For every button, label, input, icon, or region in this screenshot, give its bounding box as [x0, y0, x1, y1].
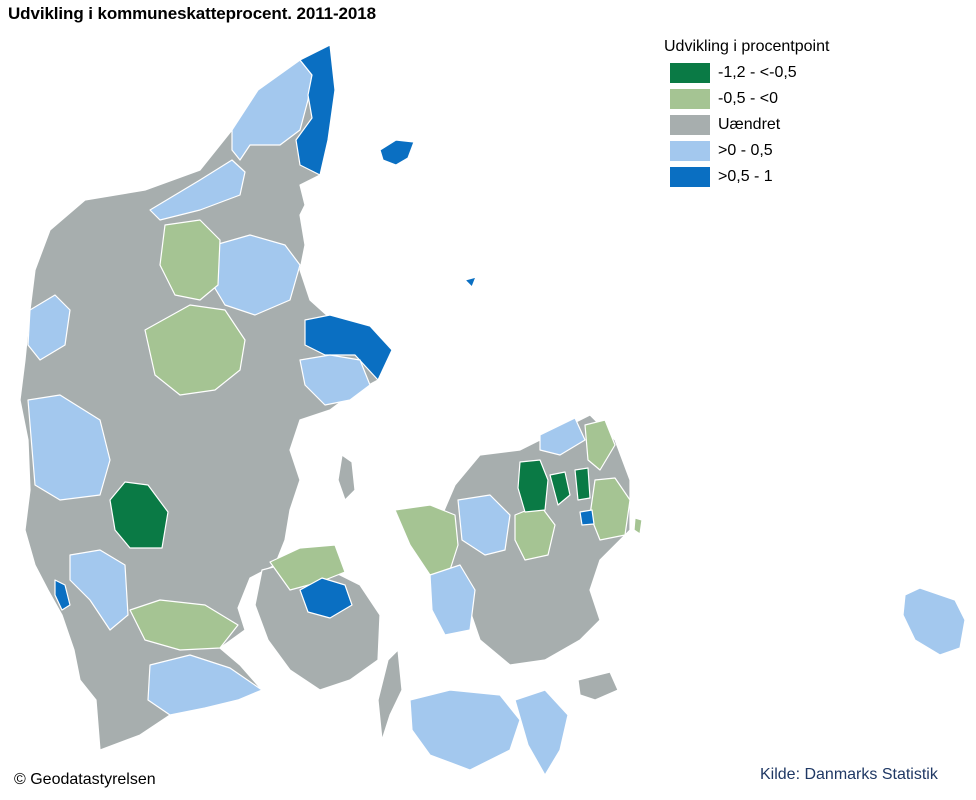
region-aalborg-lightblue: [209, 234, 301, 316]
region-langeland: [377, 649, 403, 741]
region-west-lightblue: [27, 394, 111, 501]
region-rudersdal-darkgreen: [574, 467, 591, 501]
legend-label: Uændret: [718, 116, 781, 133]
region-syddjurs-lightblue: [299, 354, 371, 406]
legend-item: -1,2 - <-0,5: [664, 60, 829, 86]
legend-item: -0,5 - <0: [664, 86, 829, 112]
legend-label: >0,5 - 1: [718, 168, 773, 185]
region-south-jutland-lightblue: [147, 654, 263, 716]
legend: Udvikling i procentpoint -1,2 - <-0,5 -0…: [664, 38, 829, 190]
region-viborg-lightgreen: [144, 304, 246, 396]
region-slagelse-lightblue: [429, 564, 476, 636]
region-holbaek-lightblue: [457, 494, 511, 556]
legend-item: >0 - 0,5: [664, 138, 829, 164]
legend-swatch: [670, 89, 710, 109]
region-gribskov-lightblue: [539, 417, 586, 456]
legend-item: Uændret: [664, 112, 829, 138]
region-anholt-darkblue: [464, 276, 477, 288]
region-himmerland-lightgreen: [159, 219, 221, 301]
legend-item: >0,5 - 1: [664, 164, 829, 190]
region-amager-lightgreen: [633, 517, 643, 535]
region-moen: [577, 671, 619, 701]
legend-title: Udvikling i procentpoint: [664, 38, 830, 55]
region-laeso-darkblue: [379, 139, 415, 166]
map-title: Udvikling i kommuneskatteprocent. 2011-2…: [8, 4, 376, 23]
legend-label: >0 - 0,5: [718, 142, 773, 159]
region-kolding-lightgreen: [129, 599, 239, 651]
region-kalundborg-lightgreen: [394, 504, 459, 576]
legend-swatch: [670, 141, 710, 161]
region-helsingor-lightgreen: [584, 419, 616, 471]
region-frederikshavn-darkblue: [295, 44, 336, 176]
region-djursland-darkblue: [304, 314, 393, 381]
region-lolland-lightblue: [409, 689, 521, 771]
region-allerod-darkgreen: [549, 471, 571, 506]
region-odense-darkblue: [299, 577, 353, 619]
region-ikast-brande-darkgreen: [109, 481, 169, 549]
region-north-jutland-lightblue: [231, 59, 313, 161]
region-north-jutland-lightblue-2: [149, 159, 246, 221]
copyright-credit: © Geodatastyrelsen: [14, 771, 156, 788]
region-thy-lightblue: [27, 294, 71, 361]
legend-label: -1,2 - <-0,5: [718, 64, 797, 81]
legend-swatch: [670, 115, 710, 135]
region-samsoe: [337, 454, 356, 501]
legend-swatch: [670, 63, 710, 83]
legend-label: -0,5 - <0: [718, 90, 779, 107]
region-ballerup-darkblue: [579, 509, 595, 526]
source-credit: Kilde: Danmarks Statistik: [760, 766, 938, 783]
region-hillerod-darkgreen: [517, 459, 549, 513]
legend-swatch: [670, 167, 710, 187]
region-fanoe-darkblue: [54, 579, 71, 611]
region-bornholm-lightblue: [902, 587, 966, 656]
region-falster-lightblue: [514, 689, 569, 776]
region-esbjerg-lightblue: [69, 549, 129, 631]
